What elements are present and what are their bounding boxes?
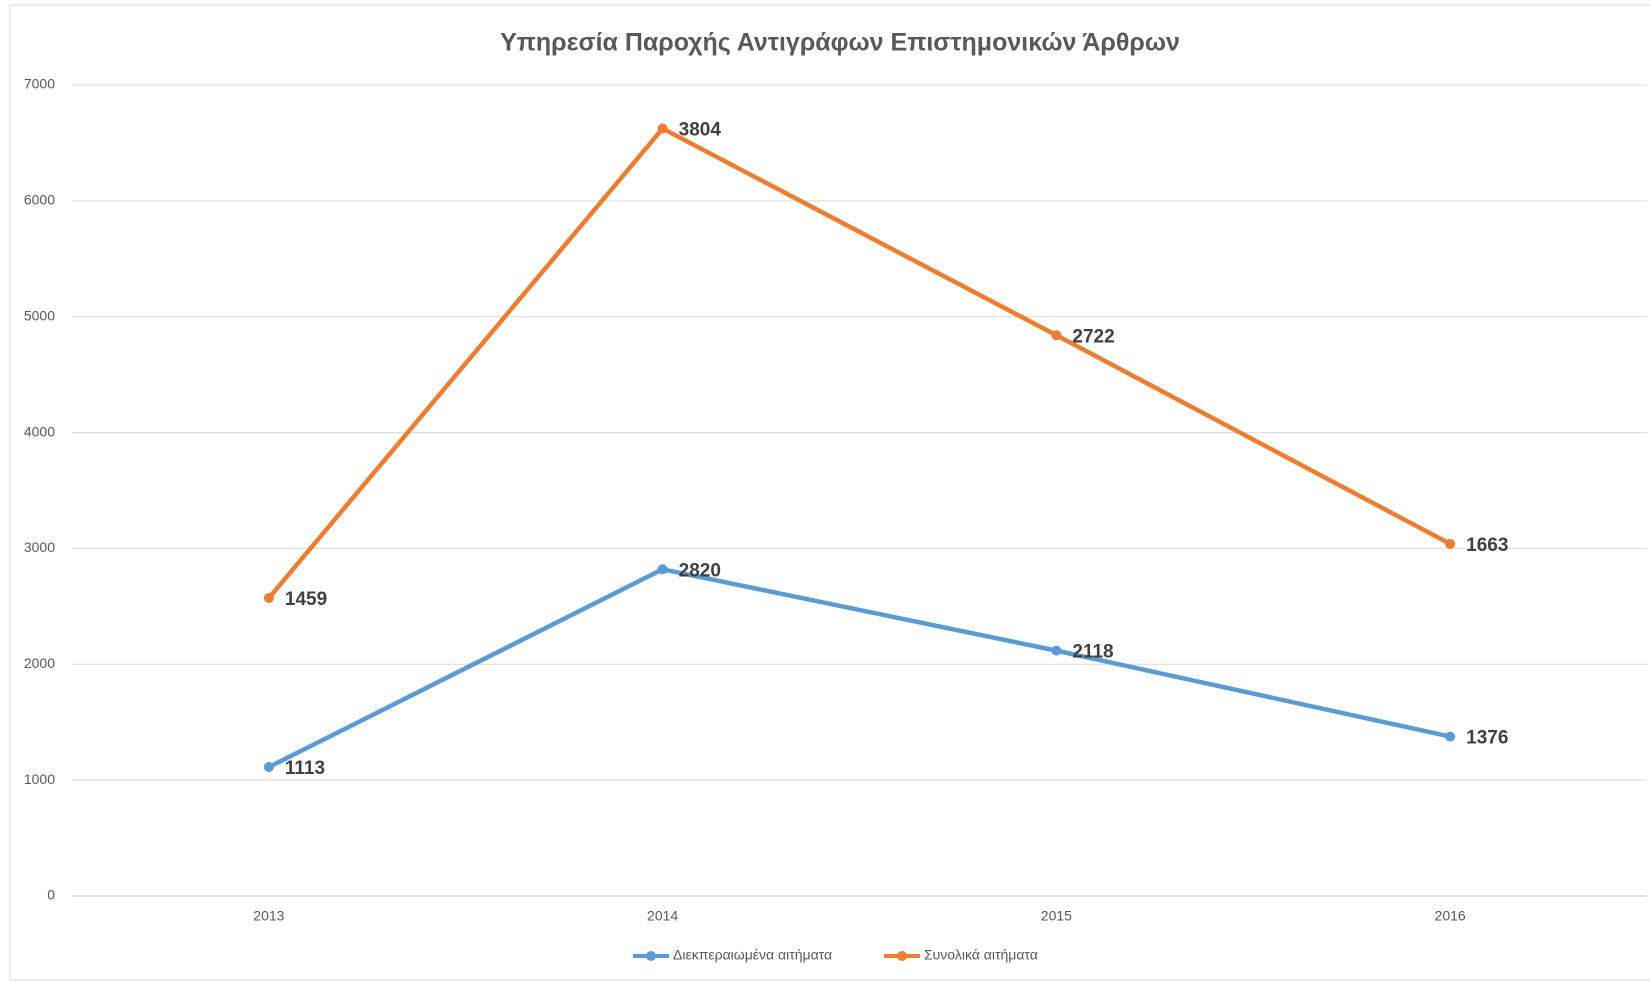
y-tick-label: 1000	[24, 771, 55, 787]
marker	[657, 564, 668, 575]
chart-frame	[9, 4, 1650, 981]
y-tick-label: 3000	[24, 539, 55, 555]
series-line	[267, 126, 1452, 600]
marker	[1445, 731, 1456, 742]
y-tick-label: 6000	[24, 192, 55, 208]
data-label: 1663	[1466, 535, 1508, 556]
data-label: 1459	[285, 589, 327, 610]
data-label: 2118	[1072, 642, 1113, 663]
y-tick-label: 4000	[24, 423, 55, 439]
data-label: 2820	[679, 560, 721, 581]
marker	[1051, 645, 1062, 656]
x-tick-label: 2013	[253, 908, 284, 924]
chart-title: Υπηρεσία Παροχής Αντιγράφων Επιστημονικώ…	[500, 29, 1180, 57]
data-label: 1113	[285, 758, 325, 779]
y-tick-label: 5000	[24, 307, 55, 323]
marker	[1051, 330, 1062, 341]
series-line	[267, 567, 1451, 770]
marker	[1445, 538, 1456, 549]
y-tick-label: 0	[47, 887, 55, 903]
x-tick-label: 2014	[647, 908, 678, 924]
legend-marker	[646, 951, 656, 961]
marker	[657, 123, 668, 134]
data-label: 2722	[1072, 326, 1114, 347]
marker	[263, 762, 274, 773]
x-tick-label: 2016	[1435, 908, 1466, 924]
marker	[263, 593, 274, 604]
x-tick-label: 2015	[1041, 908, 1072, 924]
legend-label: Συνολικά αιτήματα	[924, 947, 1038, 963]
legend-marker	[897, 951, 907, 961]
legend-label: Διεκπεραιωμένα αιτήματα	[673, 947, 832, 963]
data-label: 1376	[1466, 728, 1508, 749]
y-tick-label: 7000	[24, 76, 55, 92]
data-label: 3804	[679, 120, 722, 141]
y-tick-label: 2000	[24, 655, 55, 671]
